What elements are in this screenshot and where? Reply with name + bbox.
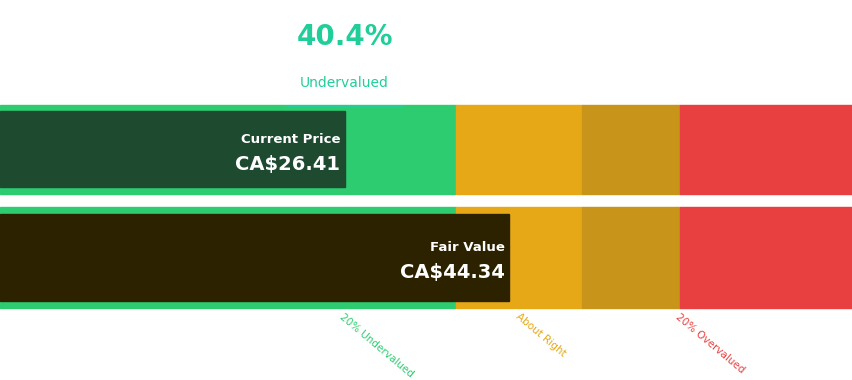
Bar [679, 105, 852, 194]
Text: Fair Value: Fair Value [429, 241, 504, 255]
Text: About Right: About Right [513, 312, 567, 359]
Text: 20% Overvalued: 20% Overvalued [672, 312, 746, 375]
Bar [581, 105, 679, 194]
Bar [0, 105, 344, 194]
Bar [0, 207, 344, 308]
Bar [679, 207, 852, 308]
Text: CA$26.41: CA$26.41 [235, 155, 340, 174]
Bar [581, 207, 679, 308]
Bar [0, 214, 509, 301]
Bar [456, 105, 581, 194]
Bar [344, 207, 456, 308]
Text: Undervalued: Undervalued [300, 76, 389, 90]
Bar [344, 105, 456, 194]
Text: 20% Undervalued: 20% Undervalued [337, 312, 415, 379]
Bar [0, 111, 344, 187]
Bar [456, 207, 581, 308]
Text: Current Price: Current Price [240, 133, 340, 146]
Text: 40.4%: 40.4% [296, 23, 393, 51]
Text: CA$44.34: CA$44.34 [400, 263, 504, 282]
